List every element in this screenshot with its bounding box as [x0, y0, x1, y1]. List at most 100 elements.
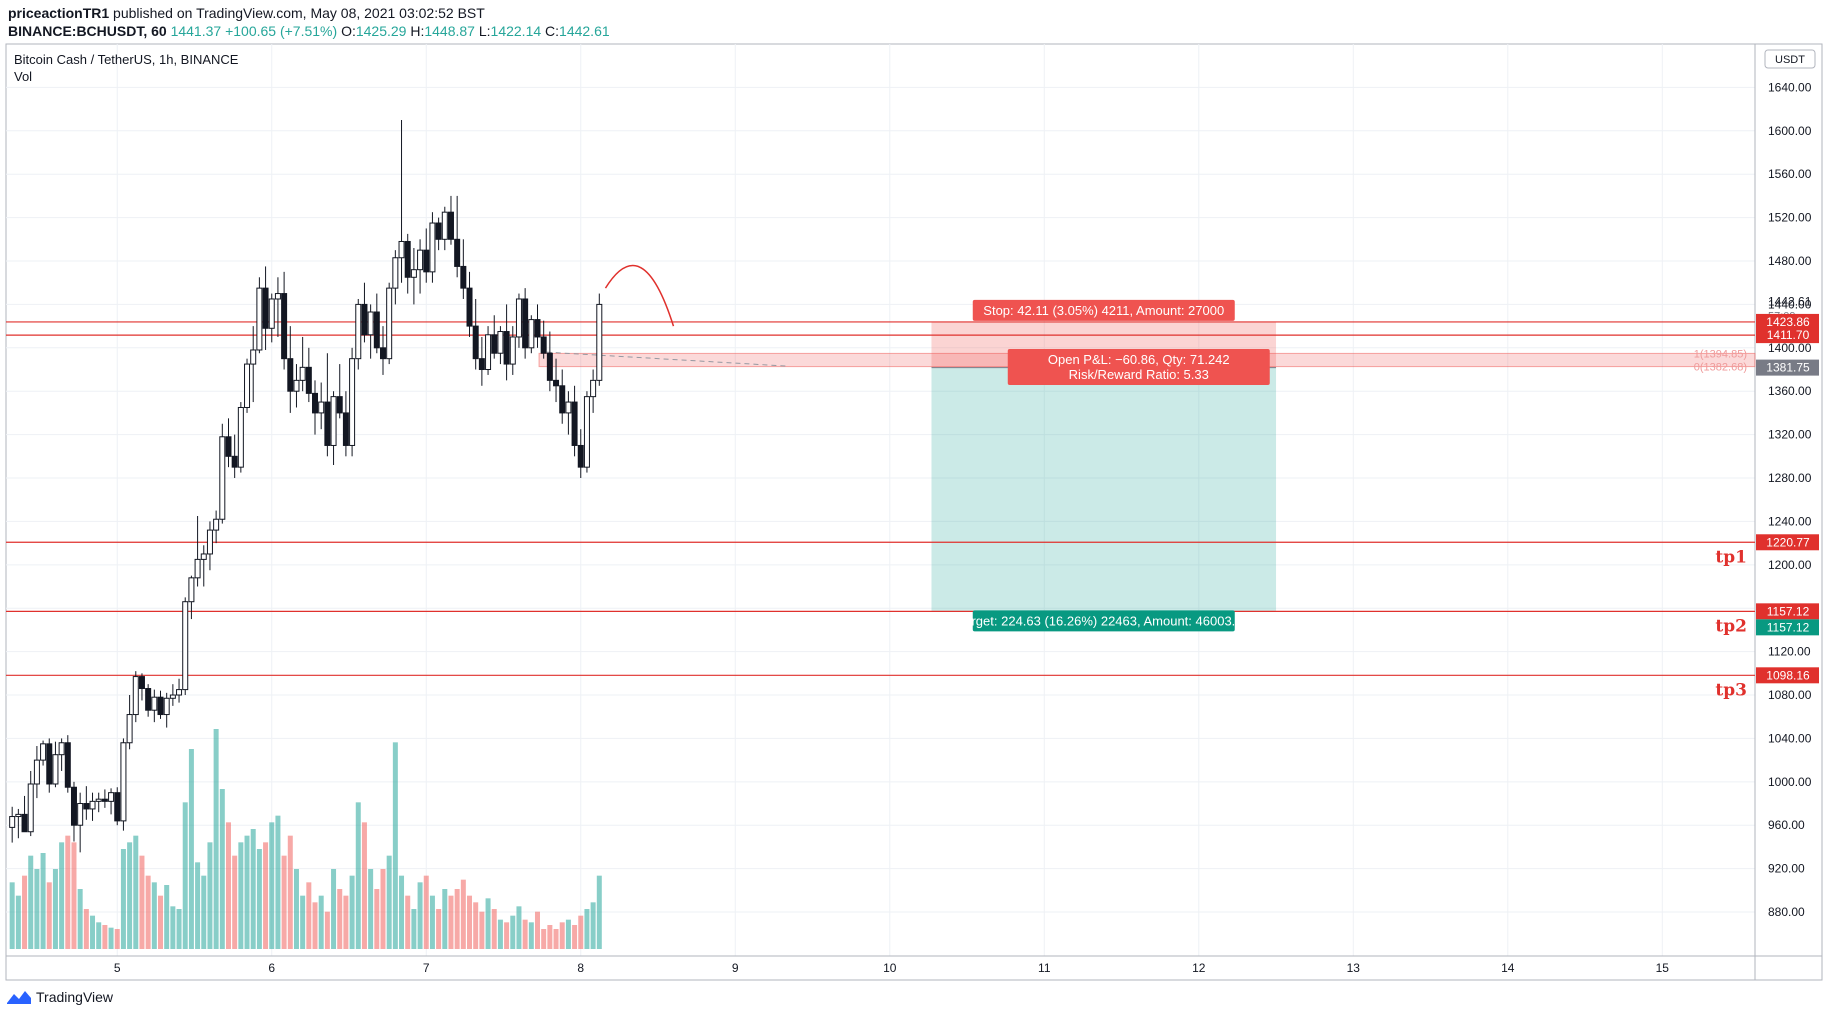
candle-body	[27, 783, 34, 833]
volume-bar	[28, 855, 34, 949]
volume-bar	[559, 922, 565, 949]
volume-bar	[343, 895, 349, 949]
volume-bar	[417, 882, 423, 949]
volume-bar	[528, 922, 534, 949]
volume-bar	[504, 922, 510, 949]
candle-body	[256, 287, 263, 351]
target-label-bg	[972, 610, 1235, 632]
price-tag-tp3: 1098.16	[1766, 668, 1810, 682]
volume-bar	[318, 895, 324, 949]
stop-label: Stop: 42.11 (3.05%) 4211, Amount: 27000	[983, 303, 1224, 318]
close-label: C:	[545, 23, 560, 39]
volume-bar	[114, 929, 120, 949]
candle-body	[15, 813, 22, 818]
candle-body	[194, 558, 201, 579]
low-value: 1422.14	[490, 23, 542, 39]
volume-bar	[386, 855, 392, 949]
volume-bar	[405, 895, 411, 949]
candle-body	[367, 311, 374, 336]
candle-body	[503, 331, 510, 365]
candle-body	[583, 396, 590, 468]
candle-body	[274, 293, 281, 300]
volume-bar	[578, 915, 584, 949]
high-label: H:	[410, 23, 425, 39]
candle-body	[287, 358, 294, 392]
volume-bar	[584, 909, 590, 949]
volume-bar	[497, 919, 503, 949]
volume-bar	[312, 902, 318, 949]
volume-bar	[145, 875, 151, 949]
volume-bar	[133, 835, 139, 949]
x-tick-label: 8	[577, 961, 584, 975]
volume-bar	[207, 842, 213, 949]
candle-body	[293, 379, 300, 392]
volume-bar	[71, 842, 77, 949]
y-tick-label: 1360.00	[1768, 384, 1812, 398]
volume-bar	[83, 909, 89, 949]
symbol-info: BINANCE:BCHUSDT, 60 1441.37 +100.65 (+7.…	[8, 22, 610, 40]
volume-bar	[565, 919, 571, 949]
stop-label-bg	[972, 299, 1235, 321]
pnl-label: Risk/Reward Ratio: 5.33	[1069, 367, 1209, 382]
last-price-label: 1442.61	[1768, 295, 1812, 309]
target-label: Target: 224.63 (16.26%) 22463, Amount: 4…	[958, 613, 1250, 628]
candle-body	[268, 298, 275, 329]
volume-bar	[108, 927, 114, 949]
y-tick-label: 1400.00	[1768, 341, 1812, 355]
candle-body	[472, 325, 479, 360]
volume-bar	[158, 895, 164, 949]
x-tick-label: 15	[1656, 961, 1670, 975]
pnl-label-bg	[1007, 348, 1270, 385]
candle-body	[188, 577, 195, 603]
x-tick-label: 10	[883, 961, 897, 975]
volume-bar	[442, 889, 448, 949]
candle-body	[77, 803, 84, 826]
fib-label: 1(1394.85)	[1694, 348, 1747, 360]
volume-bar	[361, 822, 367, 949]
candle-body	[52, 754, 59, 785]
publish-info: priceactionTR1 published on TradingView.…	[8, 4, 485, 22]
y-tick-label: 1560.00	[1768, 167, 1812, 181]
price-tag-extra-bg	[1756, 619, 1819, 636]
x-tick-label: 11	[1038, 961, 1051, 975]
candle-body	[485, 334, 492, 371]
price-change: +100.65 (+7.51%)	[225, 23, 338, 39]
price-tag-tp2: 1157.12	[1767, 604, 1810, 618]
price-tag-extra-bg	[1756, 359, 1819, 376]
candle-body	[540, 336, 547, 354]
volume-bar	[467, 895, 473, 949]
candle-body	[559, 385, 566, 414]
y-tick-label: 1600.00	[1768, 124, 1812, 138]
volume-bar	[120, 849, 126, 949]
candle-body	[454, 238, 461, 267]
y-tick-label: 1200.00	[1768, 558, 1812, 572]
volume-bar	[596, 875, 602, 949]
volume-bar	[331, 869, 337, 949]
volume-bar	[355, 802, 361, 949]
candle-body	[21, 813, 28, 833]
published-text: published on TradingView.com, May 08, 20…	[113, 5, 485, 21]
candle-body	[379, 347, 386, 360]
author-name[interactable]: priceactionTR1	[8, 5, 110, 21]
candle-body	[546, 352, 553, 381]
price-tag-tp2-bg	[1756, 603, 1819, 620]
pnl-label: Open P&L: −60.86, Qty: 71.242	[1048, 352, 1230, 367]
price-tag-stop-level-bg	[1756, 327, 1819, 344]
candle-body	[231, 455, 238, 468]
candle-body	[213, 518, 220, 531]
volume-bar	[59, 842, 65, 949]
candle-body	[114, 792, 121, 822]
volume-bar	[213, 729, 219, 949]
tradingview-logo[interactable]: TradingView	[6, 988, 113, 1006]
candle-body	[565, 401, 572, 414]
y-tick-label: 1000.00	[1768, 775, 1812, 789]
price-tag-entry-line-bg	[1756, 313, 1819, 330]
volume-bar	[374, 889, 380, 949]
price-tag-stop-level: 1411.70	[1767, 328, 1810, 342]
y-tick-label: 920.00	[1768, 862, 1805, 876]
volume-bar	[102, 925, 108, 949]
volume-bar	[448, 895, 454, 949]
candle-body	[101, 798, 108, 802]
volume-bar	[590, 902, 596, 949]
